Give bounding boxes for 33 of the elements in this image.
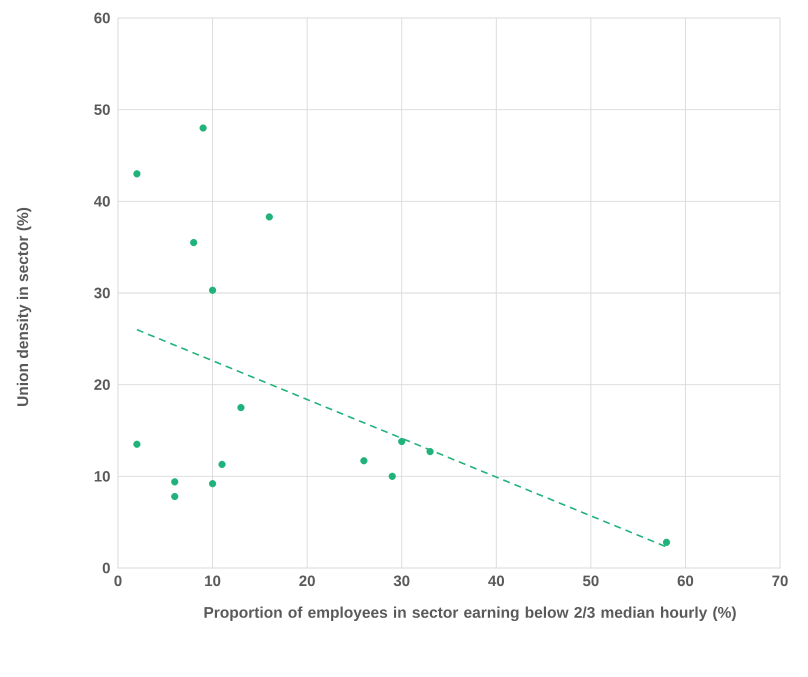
point	[208, 480, 216, 488]
y-axis-title: Union density in sector (%)	[16, 208, 32, 406]
x-tick-label: 50	[582, 576, 599, 586]
point	[266, 213, 273, 221]
point	[426, 448, 434, 456]
point	[171, 492, 178, 500]
y-tick-label: 40	[94, 196, 110, 207]
point	[662, 538, 670, 546]
y-tick-label: 60	[94, 12, 110, 24]
x-tick-label: 0	[114, 576, 122, 586]
y-tick-label: 0	[102, 562, 110, 574]
x-tick-label: 30	[394, 576, 410, 586]
y-tick-label: 50	[94, 104, 110, 115]
point	[133, 170, 141, 178]
point	[388, 472, 396, 480]
x-axis-title: Proportion of employees in sector earning below 2/3 median hourly (%)	[204, 606, 736, 622]
point	[200, 124, 207, 132]
point	[190, 238, 198, 246]
y-tick-label: 20	[94, 379, 110, 390]
point	[208, 286, 216, 294]
point	[218, 460, 226, 468]
point	[360, 457, 368, 464]
x-tick-label: 60	[678, 576, 694, 586]
x-tick-label: 20	[299, 576, 315, 586]
x-tick-label: 70	[772, 576, 788, 586]
point	[398, 438, 406, 446]
point	[171, 478, 178, 486]
point	[133, 440, 141, 448]
point	[237, 404, 245, 412]
x-tick-label: 40	[488, 576, 504, 586]
x-tick-label: 10	[205, 576, 220, 586]
y-tick-label: 10	[94, 471, 110, 482]
y-tick-label: 30	[94, 288, 110, 298]
